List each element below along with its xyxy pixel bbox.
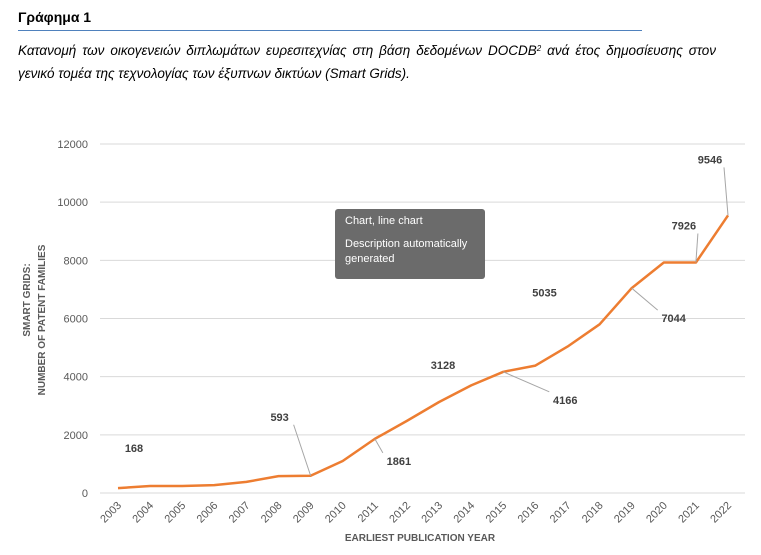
y-axis-title-line1: SMART GRIDS: [22, 263, 33, 336]
y-tick-label: 6000 [64, 314, 88, 326]
x-tick-label: 2018 [580, 500, 606, 526]
x-tick-label: 2008 [259, 500, 285, 526]
data-label: 593 [270, 412, 288, 424]
x-tick-label: 2020 [644, 500, 670, 526]
callout-leader [294, 425, 311, 476]
x-tick-label: 2009 [291, 500, 317, 526]
y-tick-label: 4000 [64, 372, 88, 384]
x-tick-label: 2006 [195, 500, 221, 526]
data-label: 168 [125, 443, 143, 455]
data-label: 7044 [661, 313, 686, 325]
callout-leader [632, 288, 658, 310]
tooltip-title: Chart, line chart [345, 214, 475, 229]
data-label: 3128 [431, 360, 455, 372]
y-tick-label: 12000 [57, 139, 88, 151]
x-tick-label: 2012 [387, 500, 413, 526]
y-tick-label: 10000 [57, 197, 88, 209]
data-label: 5035 [532, 288, 556, 300]
data-label: 4166 [553, 395, 577, 407]
x-tick-label: 2017 [548, 500, 574, 526]
data-label: 7926 [672, 220, 696, 232]
x-tick-label: 2013 [419, 500, 445, 526]
x-axis-title: EARLIEST PUBLICATION YEAR [345, 533, 496, 544]
y-axis-title-line2: NUMBER OF PATENT FAMILIES [37, 244, 48, 395]
x-axis-ticks: 20032004 200520062007200820092010 20112012… [98, 500, 734, 526]
y-tick-label: 0 [82, 488, 88, 500]
x-tick-label: 2015 [484, 500, 510, 526]
gridlines [100, 144, 745, 493]
x-tick-label: 2022 [708, 500, 734, 526]
y-axis-ticks: 0 2000 4000 6000 8000 10000 12000 [57, 139, 88, 500]
callout-leader [503, 372, 549, 392]
y-tick-label: 8000 [64, 255, 88, 267]
data-label: 1861 [387, 456, 411, 468]
data-label: 9546 [698, 154, 722, 166]
x-tick-label: 2004 [130, 500, 156, 526]
x-tick-label: 2003 [98, 500, 124, 526]
x-tick-label: 2010 [323, 500, 349, 526]
x-tick-label: 2014 [451, 500, 477, 526]
x-tick-label: 2005 [163, 500, 189, 526]
y-tick-label: 2000 [64, 430, 88, 442]
x-tick-label: 2016 [516, 500, 542, 526]
x-tick-label: 2011 [356, 500, 381, 525]
x-tick-label: 2019 [612, 500, 638, 526]
x-tick-label: 2021 [676, 500, 702, 526]
tooltip-description: Description automatically generated [345, 237, 475, 267]
x-tick-label: 2007 [227, 500, 253, 526]
callout-leader [375, 439, 383, 453]
alt-text-tooltip: Chart, line chart Description automatica… [335, 209, 485, 279]
callout-leader [724, 167, 728, 215]
